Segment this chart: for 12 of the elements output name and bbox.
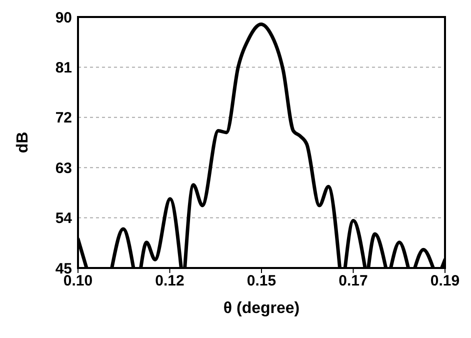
y-tick-label: 72 [55,110,72,127]
y-tick-label: 63 [55,160,72,177]
x-tick-label: 0.19 [430,272,460,290]
x-tick-label: 0.15 [246,272,276,290]
x-tick-label: 0.10 [63,272,93,290]
y-tick-label: 90 [55,9,72,26]
y-tick-label: 81 [55,60,72,77]
x-tick-label: 0.12 [155,272,184,290]
x-axis-title: θ (degree) [222,300,301,318]
x-tick-label: 0.17 [338,272,368,290]
y-axis-title: dB [14,132,32,154]
y-tick-label: 54 [55,210,73,228]
